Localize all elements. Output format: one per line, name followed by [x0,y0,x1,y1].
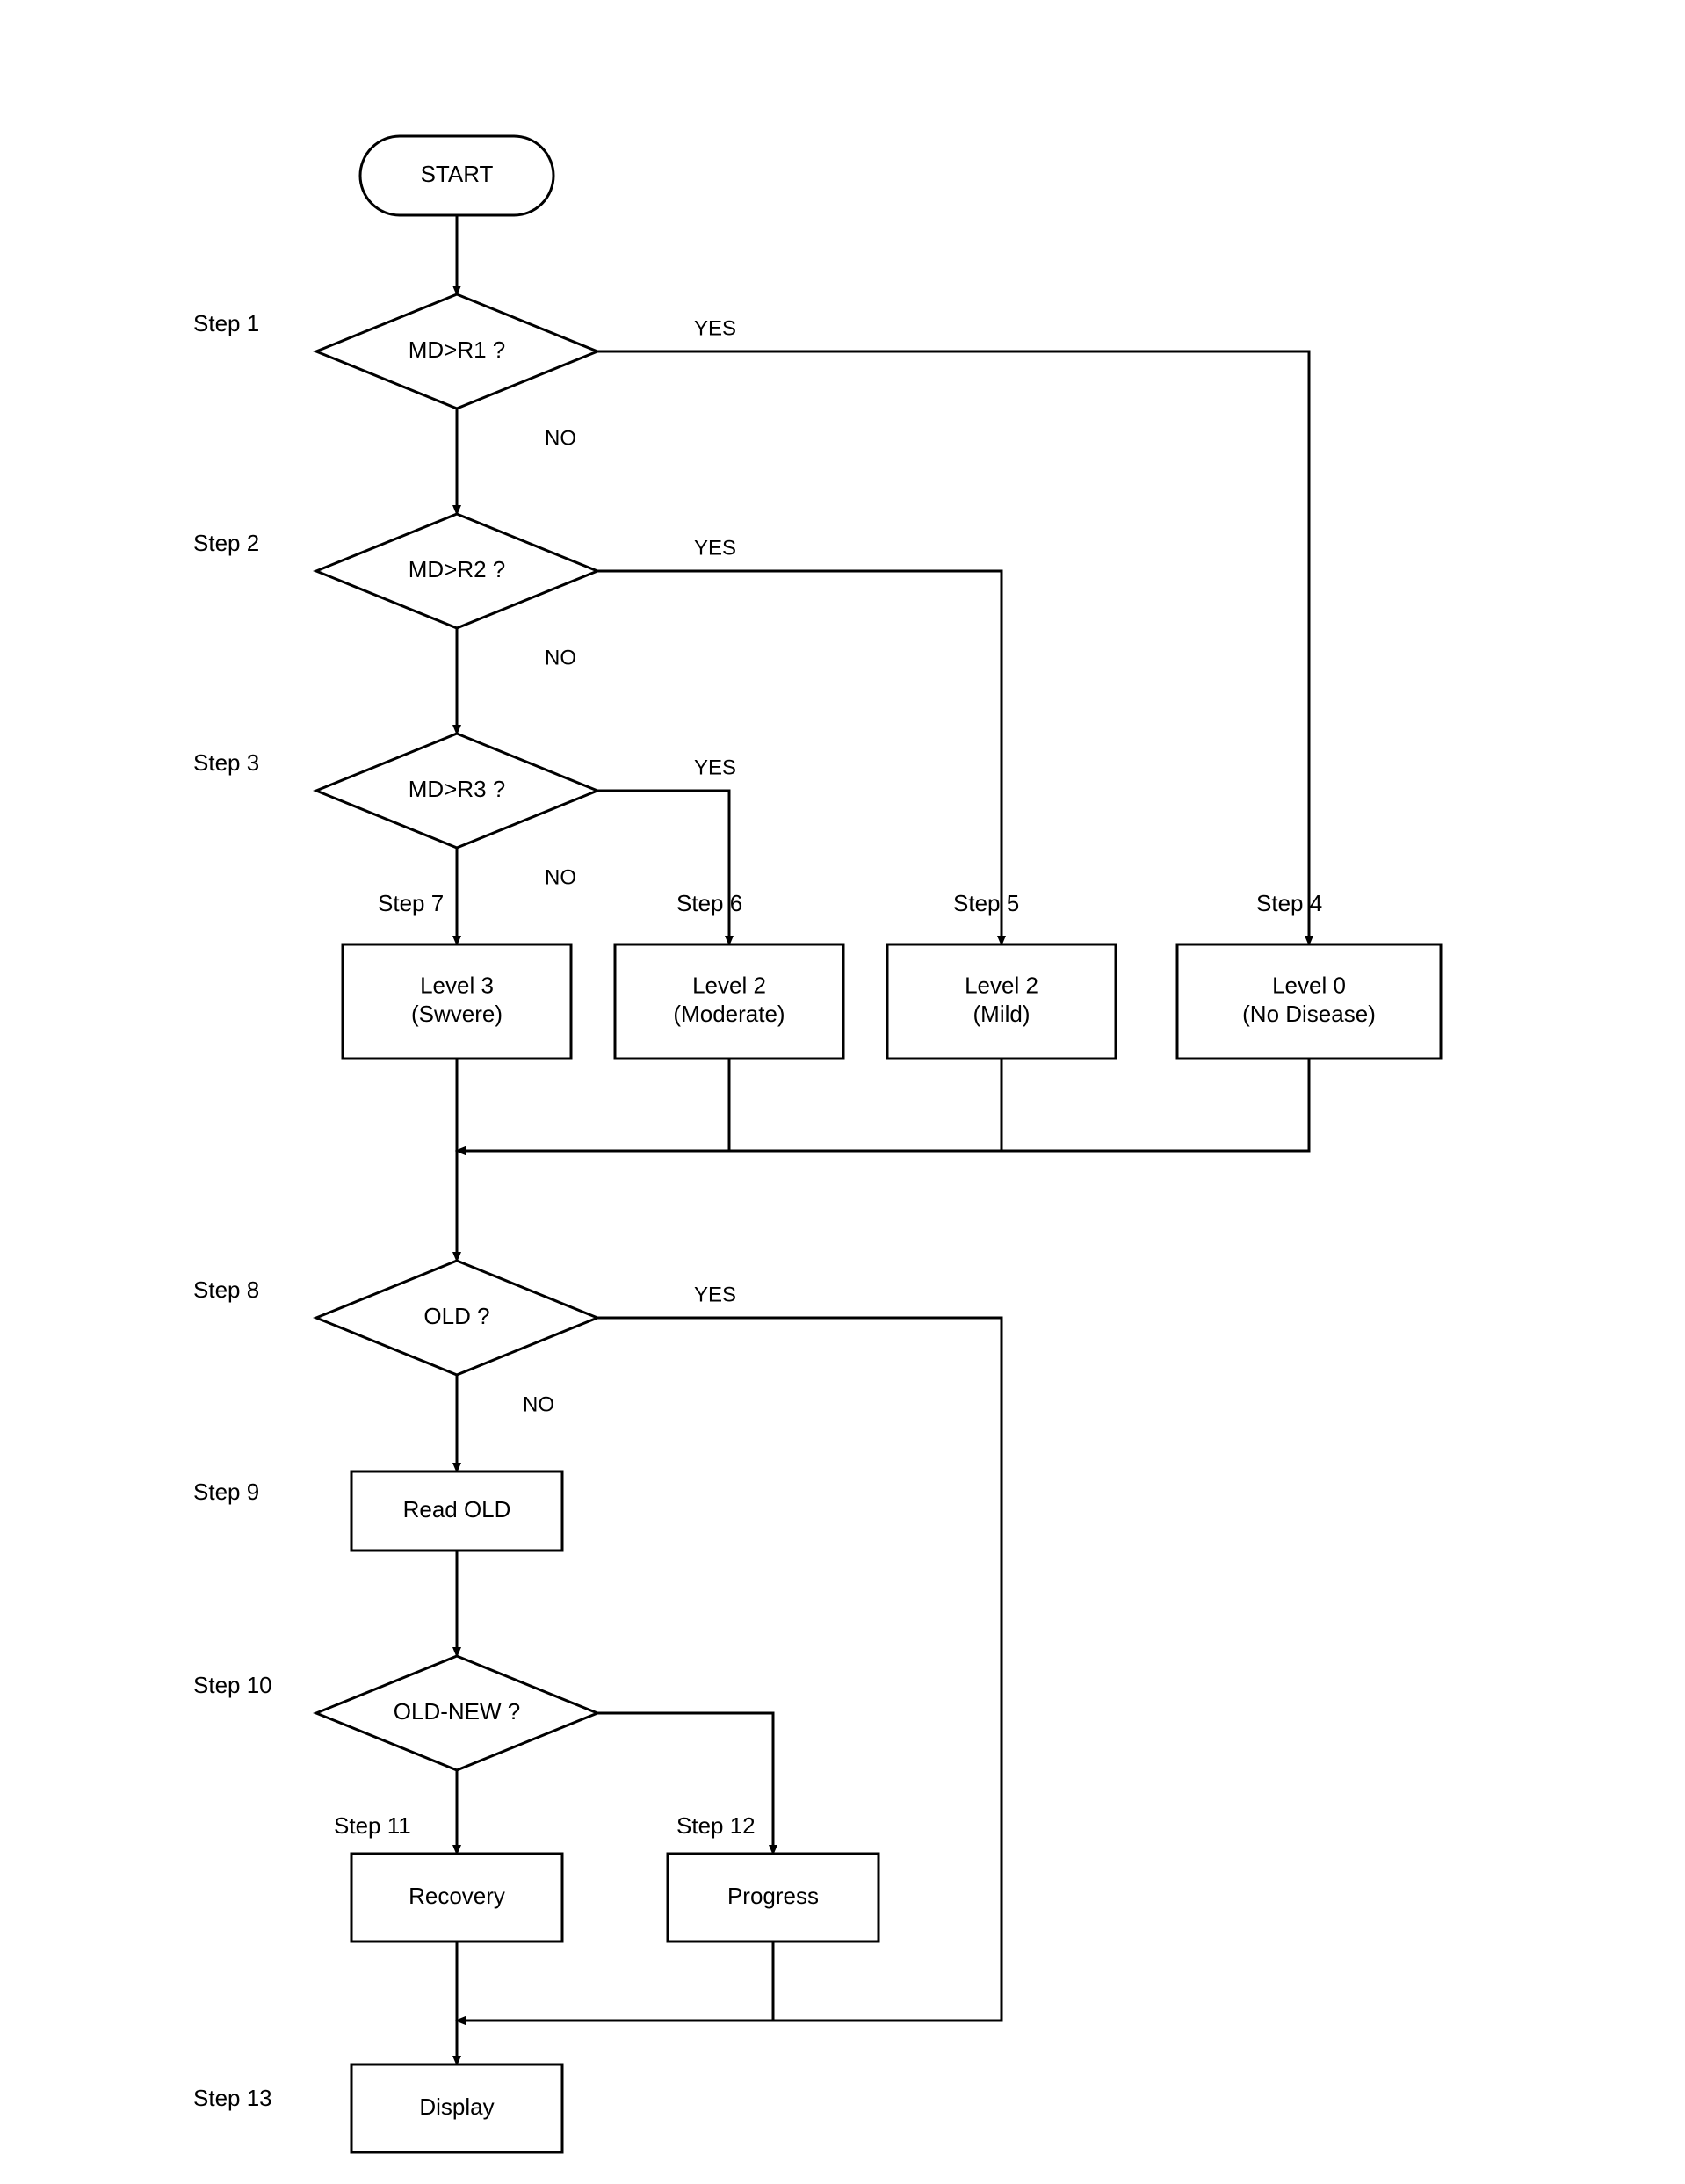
step-label: Step 2 [193,530,259,556]
node-label: OLD-NEW ? [394,1698,520,1725]
step-label: Step 4 [1256,890,1322,916]
edge-label: YES [694,536,736,560]
flow-node-lvl2m: Level 2(Moderate) [615,944,843,1059]
node-label: MD>R3 ? [409,776,506,802]
step-label: Step 1 [193,310,259,336]
node-label: (Swvere) [411,1001,503,1027]
node-label: MD>R2 ? [409,556,506,582]
flow-node-prog: Progress [668,1854,879,1942]
step-label: Step 13 [193,2085,272,2111]
step-label: Step 8 [193,1276,259,1303]
node-label: Read OLD [403,1496,511,1522]
flow-node-d3: MD>R3 ? [316,734,597,848]
node-label: (Moderate) [673,1001,785,1027]
flow-node-d2: MD>R2 ? [316,514,597,628]
edge-label: YES [694,1283,736,1306]
step-label: Step 11 [334,1812,411,1839]
node-label: Display [419,2094,494,2120]
node-label: Progress [727,1883,819,1909]
flow-edge [597,791,729,944]
node-label: Level 2 [692,973,766,999]
node-label: (No Disease) [1242,1001,1376,1027]
node-label: START [421,161,494,187]
flow-node-lvl0: Level 0(No Disease) [1177,944,1441,1059]
edge-label: YES [694,756,736,779]
flow-node-lvl3: Level 3(Swvere) [343,944,571,1059]
edge-label: NO [545,865,576,889]
flow-node-disp: Display [351,2065,562,2152]
step-label: Step 10 [193,1672,272,1698]
flow-edge [597,571,1002,944]
flow-edge [457,1059,729,1151]
node-label: Level 3 [420,973,494,999]
flow-edge [457,1059,1309,1151]
flow-node-d10: OLD-NEW ? [316,1656,597,1770]
step-label: Step 6 [676,890,742,916]
step-label: Step 12 [676,1812,756,1839]
flow-node-d8: OLD ? [316,1261,597,1375]
flow-node-d1: MD>R1 ? [316,294,597,409]
node-label: Recovery [409,1883,505,1909]
step-label: Step 7 [378,890,444,916]
flow-edge [597,351,1309,944]
flow-node-recov: Recovery [351,1854,562,1942]
node-label: MD>R1 ? [409,336,506,363]
edge-label: NO [523,1392,554,1416]
step-label: Step 5 [953,890,1019,916]
node-label: (Mild) [973,1001,1031,1027]
node-label: OLD ? [423,1303,489,1329]
step-label: Step 9 [193,1479,259,1505]
edge-label: NO [545,426,576,450]
flow-edge [457,1942,773,2021]
flow-node-lvl2mi: Level 2(Mild) [887,944,1116,1059]
node-label: Level 0 [1272,973,1346,999]
flow-node-start: START [360,136,553,215]
step-label: Step 3 [193,749,259,776]
edge-label: NO [545,646,576,669]
edge-label: YES [694,316,736,340]
node-label: Level 2 [965,973,1038,999]
flow-node-read: Read OLD [351,1472,562,1551]
